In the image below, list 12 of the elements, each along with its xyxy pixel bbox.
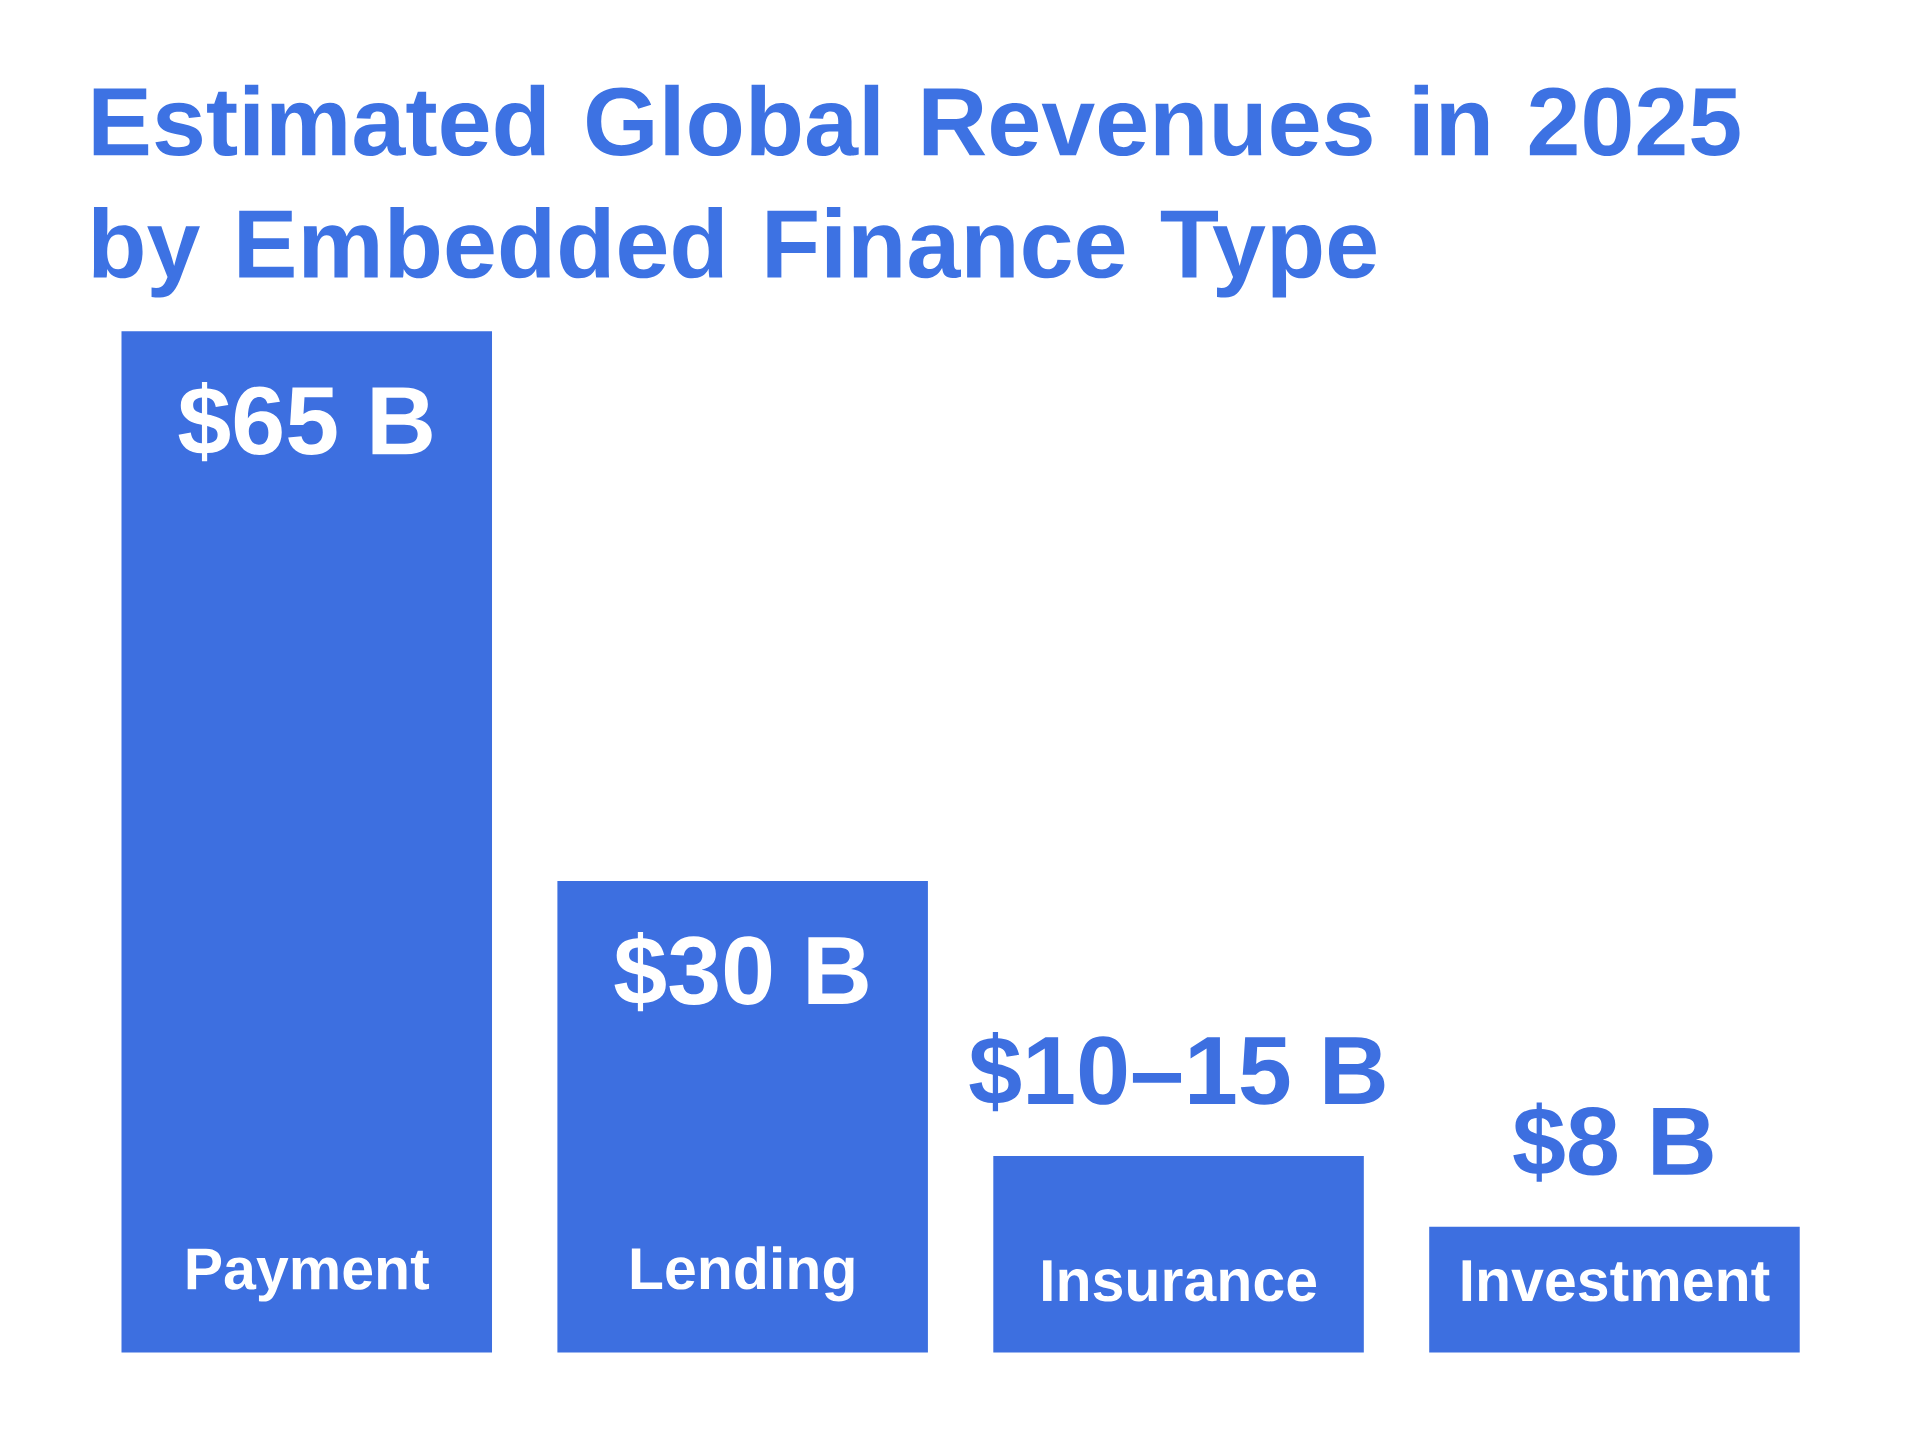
chart-title: Estimated Global Revenues in 2025 by Embedded Finance Type xyxy=(93,84,1740,298)
bar xyxy=(993,1156,1364,1353)
x-tick-label: Insurance xyxy=(1043,1260,1317,1302)
data-label: $30 B xyxy=(614,931,868,1012)
data-label: $65 B xyxy=(178,382,432,462)
x-tick-label: Lending xyxy=(631,1246,854,1302)
bar xyxy=(121,331,493,1353)
bar xyxy=(557,881,928,1353)
x-tick-label: Payment xyxy=(187,1248,430,1302)
x-tick-label: Investment xyxy=(1462,1260,1770,1302)
data-label: $10–15 B xyxy=(969,1031,1385,1112)
data-label: $8 B xyxy=(1513,1102,1713,1182)
